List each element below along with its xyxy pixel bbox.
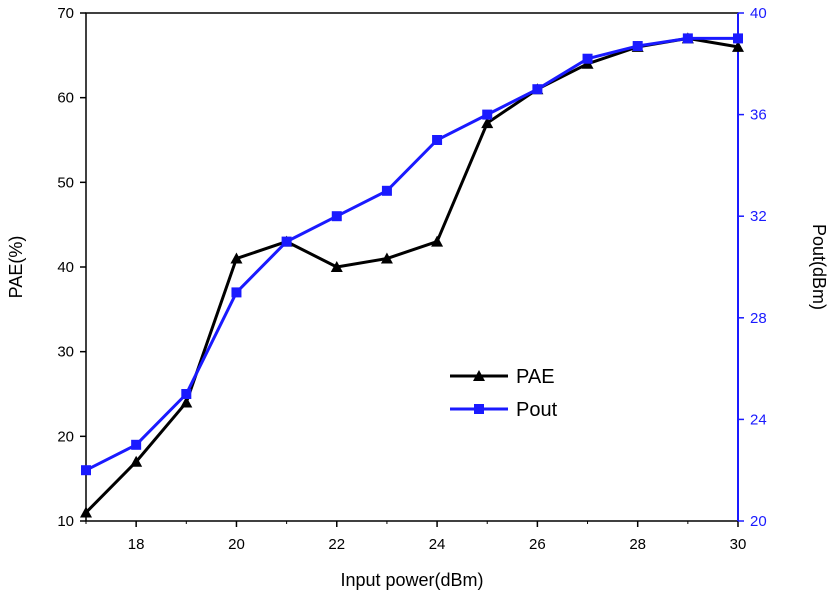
y-right-tick-label: 36 bbox=[750, 107, 767, 124]
pae-point bbox=[130, 455, 143, 467]
legend-pout-marker bbox=[474, 404, 484, 414]
pout-series-line bbox=[85, 36, 738, 472]
pae-point bbox=[481, 117, 494, 129]
pae-point bbox=[431, 235, 444, 247]
series-layer bbox=[80, 32, 744, 518]
legend-pae-label: PAE bbox=[516, 366, 555, 388]
y-left-tick-label: 70 bbox=[57, 5, 74, 22]
pout-point bbox=[181, 389, 192, 399]
x-tick-label: 24 bbox=[429, 536, 446, 553]
pae-point bbox=[80, 506, 92, 518]
pout-point bbox=[381, 185, 392, 196]
pout-point bbox=[231, 287, 242, 298]
y-right-tick-label: 24 bbox=[750, 411, 767, 428]
y-right-tick-label: 28 bbox=[750, 310, 767, 327]
pout-point bbox=[482, 109, 493, 120]
y-left-tick-label: 50 bbox=[57, 174, 74, 191]
y-right-tick-label: 32 bbox=[750, 208, 767, 225]
y-left-tick-label: 20 bbox=[57, 428, 74, 445]
y-right-axis-title: Pout(dBm) bbox=[809, 224, 827, 310]
x-tick-label: 20 bbox=[228, 536, 245, 553]
pout-point bbox=[582, 53, 593, 64]
x-tick-label: 26 bbox=[529, 536, 546, 553]
pae-point bbox=[230, 252, 243, 264]
pae-point bbox=[330, 261, 343, 272]
pout-point bbox=[532, 84, 543, 95]
y-right-tick-label: 40 bbox=[750, 5, 767, 22]
x-axis-ticks: 18 20 22 24 26 28 30 bbox=[85, 521, 747, 553]
pout-point bbox=[632, 41, 643, 52]
pout-point bbox=[432, 135, 443, 145]
x-tick-label: 18 bbox=[128, 536, 145, 553]
pae-point bbox=[732, 40, 744, 52]
y-left-axis-ticks: 10 20 30 40 50 60 70 bbox=[57, 5, 86, 530]
pae-point bbox=[380, 252, 393, 264]
y-right-axis-ticks: 20 24 28 32 36 40 bbox=[738, 5, 767, 530]
x-axis-title: Input power(dBm) bbox=[340, 570, 483, 590]
x-tick-label: 22 bbox=[328, 536, 345, 553]
x-tick-label: 30 bbox=[730, 536, 747, 553]
y-left-axis-title: PAE(%) bbox=[6, 236, 26, 299]
legend: PAE Pout bbox=[450, 366, 558, 421]
y-left-tick-label: 10 bbox=[57, 513, 74, 530]
y-left-tick-label: 60 bbox=[57, 90, 74, 107]
pout-point bbox=[81, 465, 91, 476]
legend-pae-marker bbox=[473, 370, 485, 381]
pae-series-line bbox=[84, 36, 739, 514]
pout-point bbox=[331, 211, 342, 222]
x-tick-label: 28 bbox=[629, 536, 646, 553]
y-left-tick-label: 30 bbox=[57, 344, 74, 361]
y-left-tick-label: 40 bbox=[57, 259, 74, 276]
pae-point bbox=[180, 396, 193, 408]
y-right-tick-label: 20 bbox=[750, 513, 767, 530]
legend-pout-label: Pout bbox=[516, 399, 558, 421]
pout-point bbox=[682, 33, 693, 44]
plot-frame bbox=[85, 12, 739, 522]
pout-point bbox=[281, 236, 292, 247]
pout-point bbox=[733, 33, 743, 44]
pout-point bbox=[131, 439, 142, 450]
